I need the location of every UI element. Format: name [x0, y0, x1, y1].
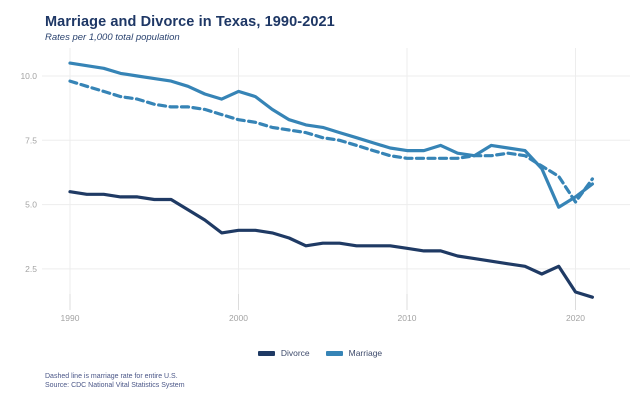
x-axis-labels: 1990 2000 2010 2020	[61, 313, 586, 323]
chart-legend: Divorce Marriage	[0, 348, 640, 358]
legend-label-marriage: Marriage	[348, 348, 383, 358]
x-tick-label-2020: 2020	[566, 313, 585, 323]
texas-marriage-line	[68, 61, 595, 209]
legend-item-divorce: Divorce	[257, 348, 310, 358]
chart-subtitle: Rates per 1,000 total population	[45, 32, 180, 43]
footnote-dashed-line: Dashed line is marriage rate for entire …	[45, 373, 178, 380]
x-tick-label-2000: 2000	[229, 313, 248, 323]
y-tick-label-5.0: 5.0	[25, 200, 37, 210]
legend-label-divorce: Divorce	[280, 348, 310, 358]
us-marriage-line-dashed	[68, 79, 595, 204]
divorce-line-swatch	[257, 350, 275, 356]
y-tick-label-7.5: 7.5	[25, 135, 37, 145]
marriage-line-swatch	[325, 350, 343, 356]
x-tick-label-1990: 1990	[61, 313, 80, 323]
vertical-gridlines	[69, 48, 576, 294]
x-tick-label-2010: 2010	[398, 313, 417, 323]
y-tick-label-10.0: 10.0	[20, 71, 37, 81]
chart-footer: Dashed line is marriage rate for entire …	[45, 373, 185, 390]
legend-item-marriage: Marriage	[325, 348, 383, 358]
divorce-line	[68, 190, 595, 299]
x-axis-ticks	[69, 294, 576, 310]
y-axis-labels: 10.0 7.5 5.0 2.5	[20, 71, 37, 274]
source-note: Source: CDC National Vital Statistics Sy…	[45, 381, 185, 389]
y-tick-label-2.5: 2.5	[25, 264, 37, 274]
data-series-lines	[68, 61, 595, 299]
chart-title: Marriage and Divorce in Texas, 1990-2021	[45, 14, 335, 30]
